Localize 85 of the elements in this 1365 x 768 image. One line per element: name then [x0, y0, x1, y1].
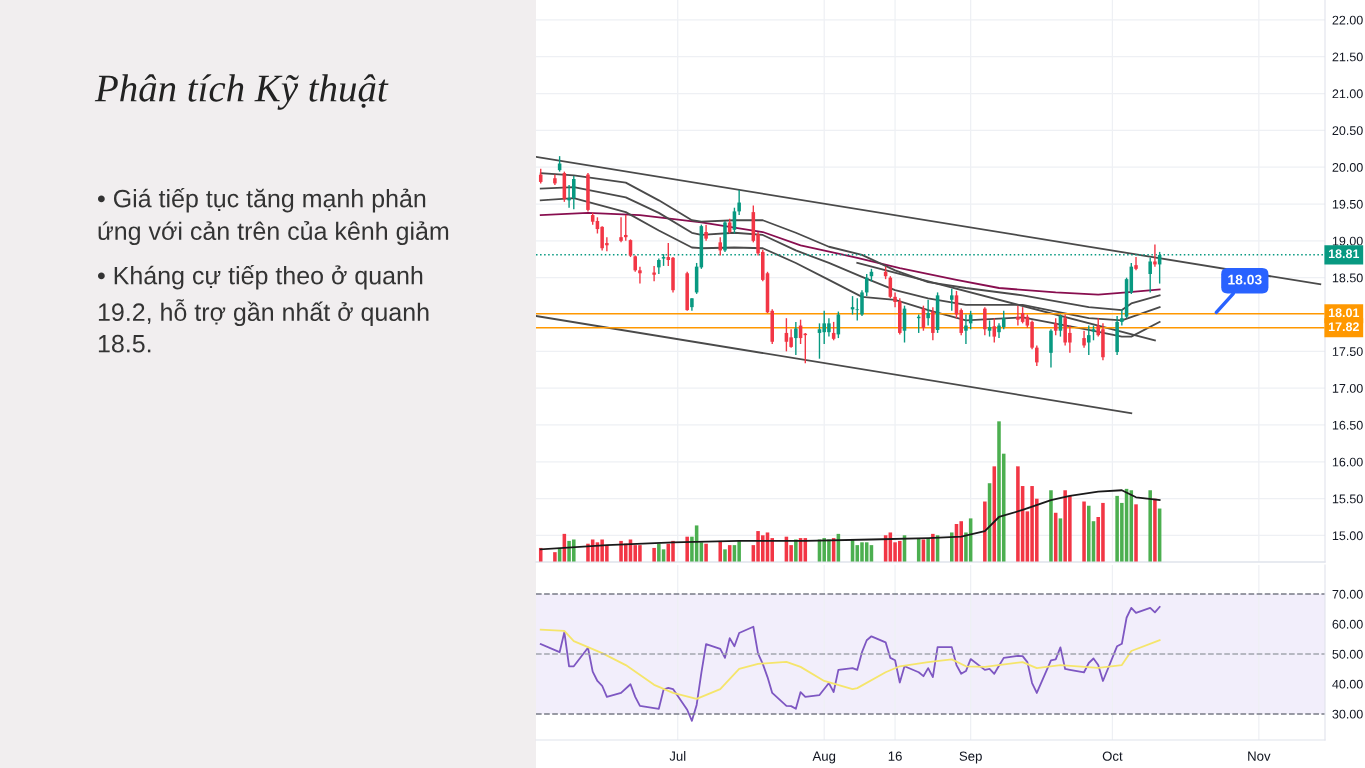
candlestick: [567, 184, 571, 209]
ref-line-label: 18.01: [1328, 308, 1360, 318]
bar: [553, 552, 557, 562]
candlestick: [949, 288, 954, 312]
bar: [1148, 490, 1152, 562]
y-tick-label: 15.50: [1332, 494, 1363, 504]
ref-line-label: 17.82: [1328, 322, 1359, 332]
bar: [1082, 501, 1086, 562]
y-tick-label: 15.00: [1332, 531, 1363, 541]
candlestick: [1016, 304, 1020, 327]
candlestick: [983, 306, 987, 336]
y-tick-label: 60.00: [1332, 619, 1363, 629]
y-tick-label: 16.50: [1332, 420, 1363, 430]
candlestick: [718, 236, 723, 257]
bar: [685, 536, 689, 562]
y-tick-label: 40.00: [1332, 679, 1363, 689]
bar: [931, 533, 935, 562]
bar: [704, 543, 708, 562]
candlestick: [1035, 344, 1039, 367]
y-tick-label: 19.50: [1332, 199, 1363, 209]
candlestick: [1049, 328, 1053, 369]
text: • Giá tiếp tục tăng mạnh phản ứng với cản trên của kênh giảm: [97, 188, 449, 245]
candlestick: [1120, 308, 1124, 327]
candlestick: [652, 265, 656, 283]
bar: [1134, 504, 1138, 562]
candlestick: [623, 214, 628, 242]
bar: [737, 540, 741, 562]
bar: [1016, 466, 1020, 562]
line-series: [539, 628, 1161, 700]
y-tick-label: 20.00: [1332, 163, 1363, 172]
y-tick-label: 50.00: [1332, 649, 1363, 659]
x-tick-label: Sep: [959, 751, 982, 764]
y-tick-label: 17.00: [1332, 383, 1363, 393]
bar: [1087, 505, 1091, 562]
x-tick-label: Oct: [1102, 751, 1123, 761]
x-tick-label: Jul: [669, 751, 686, 761]
x-tick-label: Nov: [1248, 751, 1271, 761]
candlestick: [794, 321, 798, 356]
candlestick: [572, 175, 576, 210]
y-tick-label: 16.00: [1332, 457, 1363, 467]
y-tick-label: 21.50: [1332, 52, 1363, 62]
candlestick: [638, 265, 642, 285]
line-series: [539, 606, 1161, 722]
y-tick-label: 17.50: [1332, 347, 1363, 356]
x-tick-label: Aug: [812, 751, 836, 764]
y-tick-label: 30.00: [1332, 709, 1363, 719]
bar: [794, 539, 798, 562]
text: Phân tích Kỹ thuật: [94, 74, 389, 110]
candlestick: [1148, 257, 1152, 294]
bar: [657, 543, 661, 562]
candlestick: [926, 299, 930, 327]
bar: [926, 538, 930, 562]
bar: [623, 543, 628, 562]
bar: [949, 532, 954, 562]
y-tick-label: 70.00: [1332, 589, 1363, 599]
candlestick: [817, 322, 822, 360]
candlestick: [1087, 324, 1091, 356]
candlestick: [619, 216, 623, 244]
bar: [1153, 498, 1157, 562]
y-tick-label: 21.00: [1332, 89, 1363, 99]
candlestick: [789, 328, 793, 349]
bar: [718, 540, 723, 562]
x-tick-label: 16: [888, 751, 902, 761]
line-series: [539, 211, 1161, 296]
candlestick: [1134, 256, 1138, 272]
y-tick-label: 19.00: [1332, 236, 1363, 246]
ref-line-label: 18.81: [1328, 249, 1360, 259]
bar: [983, 501, 987, 562]
bar: [855, 545, 860, 562]
bar: [671, 540, 675, 562]
bar: [959, 521, 963, 562]
annotation: 18.03: [1228, 274, 1262, 285]
y-tick-label: 18.50: [1332, 273, 1363, 283]
candlestick: [1001, 310, 1006, 330]
text: • Kháng cự tiếp theo ở quanh 19.2, hỗ trợ gần nhất ở quanh 18.5.: [97, 265, 429, 353]
candlestick: [964, 313, 968, 345]
y-tick-label: 22.00: [1332, 15, 1363, 25]
bar: [652, 547, 656, 562]
candlestick: [737, 189, 741, 216]
bar: [586, 543, 590, 562]
candlestick: [1153, 243, 1157, 268]
bar: [723, 549, 727, 562]
candlestick: [931, 306, 935, 341]
y-tick-label: 20.50: [1332, 126, 1363, 136]
bar: [1049, 490, 1053, 562]
